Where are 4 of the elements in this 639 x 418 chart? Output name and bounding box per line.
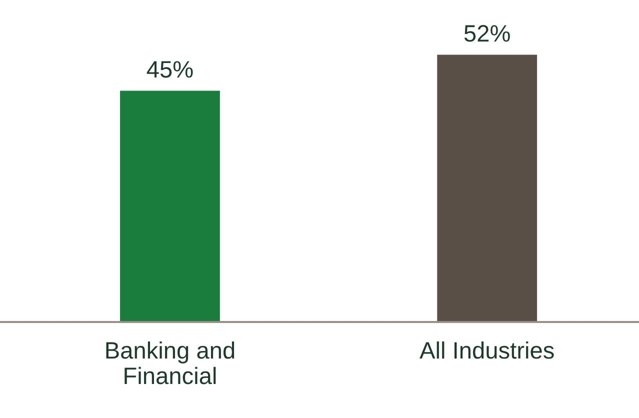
x-tick-label: All Industries xyxy=(420,341,554,359)
data-label: 52% xyxy=(464,25,510,42)
x-tick-label: Banking and Financial xyxy=(106,341,234,384)
data-label: 45% xyxy=(146,61,193,78)
